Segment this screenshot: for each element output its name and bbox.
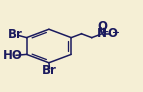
Text: +: + — [102, 27, 109, 36]
Text: −: − — [112, 28, 120, 37]
Text: O: O — [97, 20, 107, 33]
Text: Br: Br — [42, 64, 57, 77]
Text: HO: HO — [3, 49, 23, 62]
Text: N: N — [97, 27, 107, 40]
Text: Br: Br — [8, 28, 23, 41]
Text: O: O — [108, 27, 118, 40]
